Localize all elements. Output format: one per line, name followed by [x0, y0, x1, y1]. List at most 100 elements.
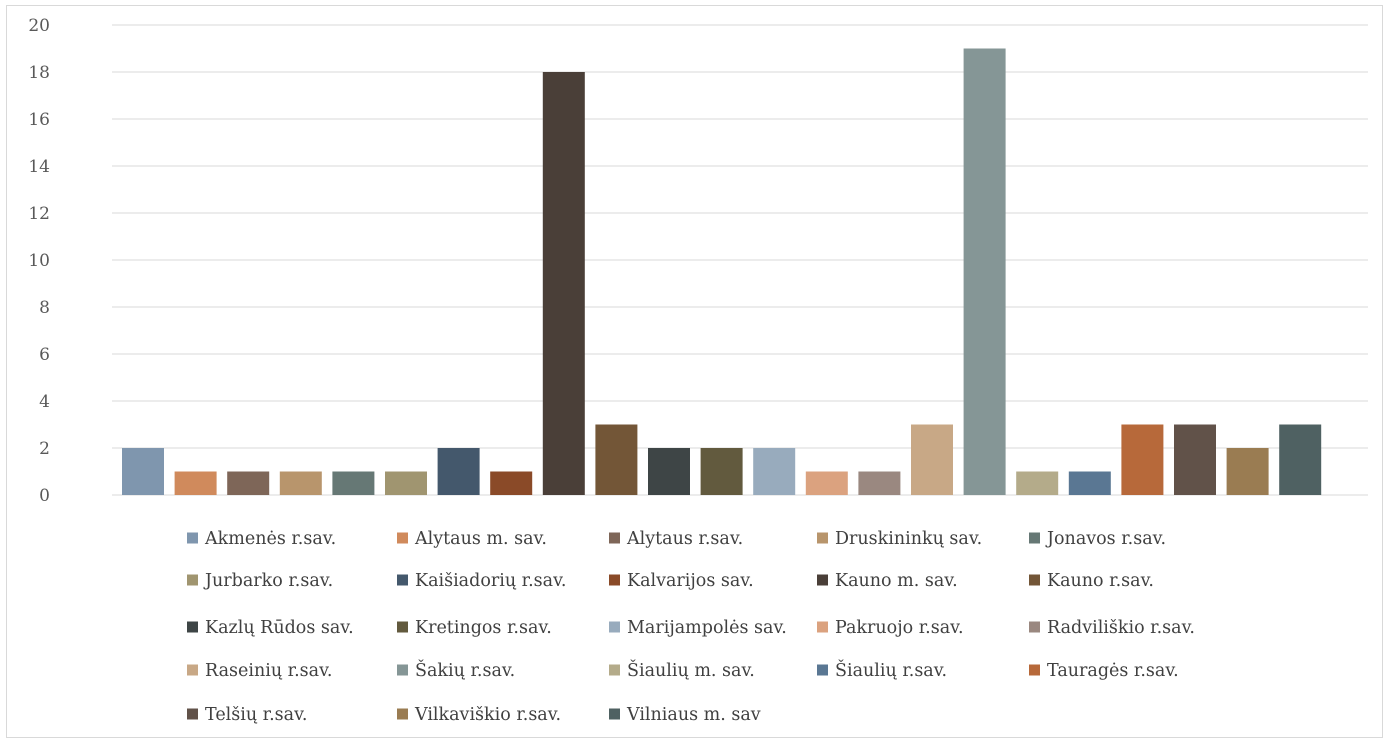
bar: [279, 471, 322, 495]
bar: [1068, 471, 1111, 495]
legend-item: Kretingos r.sav.: [397, 618, 552, 638]
bar: [227, 471, 270, 495]
legend-item: Kaišiadorių r.sav.: [397, 571, 566, 591]
legend-label: Šiaulių r.sav.: [835, 660, 947, 681]
legend-item: Alytaus r.sav.: [609, 529, 743, 549]
bar: [385, 471, 427, 495]
legend-item: Akmenės r.sav.: [187, 529, 336, 549]
legend-label: Šiaulių m. sav.: [627, 660, 755, 681]
chart-frame: [6, 5, 1383, 738]
legend-label: Telšių r.sav.: [205, 705, 307, 725]
legend-swatch: [609, 664, 620, 676]
legend-label: Akmenės r.sav.: [204, 529, 336, 549]
y-tick-label: 4: [39, 392, 50, 412]
legend-item: Šiaulių m. sav.: [609, 660, 755, 681]
legend-item: Jurbarko r.sav.: [187, 571, 333, 591]
legend-item: Telšių r.sav.: [187, 705, 307, 725]
legend-label: Vilniaus m. sav: [626, 705, 761, 725]
legend-swatch: [817, 621, 828, 633]
legend-swatch: [817, 574, 828, 586]
legend-label: Pakruojo r.sav.: [835, 618, 964, 638]
legend-swatch: [397, 532, 408, 544]
legend-swatch: [609, 574, 620, 586]
legend-label: Kretingos r.sav.: [415, 618, 552, 638]
bar: [648, 448, 690, 495]
y-tick-label: 2: [39, 439, 50, 459]
y-tick-label: 16: [28, 110, 50, 130]
legend-label: Kauno r.sav.: [1047, 571, 1154, 591]
legend-swatch: [187, 664, 198, 676]
legend-swatch: [187, 532, 198, 544]
legend-swatch: [1029, 532, 1040, 544]
y-axis: 0 2 4 6 8 10 12 14 16 18 20: [28, 16, 50, 506]
bar: [805, 471, 848, 495]
bar: [174, 471, 217, 495]
legend-label: Kaišiadorių r.sav.: [415, 571, 566, 591]
bar: [911, 424, 953, 495]
bar: [1016, 471, 1059, 495]
legend-item: Kalvarijos sav.: [609, 571, 754, 591]
y-tick-label: 8: [39, 298, 50, 318]
legend-swatch: [609, 708, 620, 720]
legend-swatch: [609, 532, 620, 544]
bar: [542, 72, 585, 495]
legend-label: Alytaus r.sav.: [626, 529, 743, 549]
y-tick-label: 6: [39, 345, 50, 365]
legend-item: Šiaulių r.sav.: [817, 660, 947, 681]
legend-item: Pakruojo r.sav.: [817, 618, 964, 638]
legend-swatch: [1029, 574, 1040, 586]
legend-label: Raseinių r.sav.: [205, 661, 332, 681]
legend-item: Kauno m. sav.: [817, 571, 958, 591]
legend-swatch: [1029, 664, 1040, 676]
y-tick-label: 18: [28, 63, 50, 83]
bar: [437, 448, 480, 495]
bar: [332, 471, 375, 495]
bar: [1121, 424, 1164, 495]
legend-item: Kauno r.sav.: [1029, 571, 1154, 591]
legend-item: Radviliškio r.sav.: [1029, 618, 1195, 638]
legend-swatch: [187, 621, 198, 633]
bar: [122, 448, 164, 495]
bar: [1279, 424, 1322, 495]
legend-label: Kauno m. sav.: [835, 571, 958, 591]
legend-swatch: [397, 708, 408, 720]
legend-swatch: [397, 664, 408, 676]
legend-label: Šakių r.sav.: [415, 660, 515, 681]
legend: Akmenės r.sav. Alytaus m. sav. Alytaus r.s…: [187, 529, 1195, 725]
legend-label: Vilkaviškio r.sav.: [414, 705, 561, 725]
bar: [1174, 424, 1216, 495]
bar: [700, 448, 743, 495]
bar: [963, 48, 1006, 495]
legend-item: Jonavos r.sav.: [1029, 529, 1166, 549]
legend-swatch: [187, 708, 198, 720]
legend-item: Vilkaviškio r.sav.: [397, 705, 561, 725]
y-tick-label: 20: [28, 16, 50, 36]
legend-label: Kazlų Rūdos sav.: [205, 618, 354, 638]
bar: [858, 471, 901, 495]
legend-swatch: [609, 621, 620, 633]
legend-item: Vilniaus m. sav: [609, 705, 761, 725]
legend-item: Alytaus m. sav.: [397, 529, 547, 549]
legend-label: Alytaus m. sav.: [414, 529, 547, 549]
legend-label: Druskininkų sav.: [835, 529, 982, 549]
legend-item: Marijampolės sav.: [609, 618, 787, 638]
bar: [490, 471, 533, 495]
legend-swatch: [397, 621, 408, 633]
legend-swatch: [817, 664, 828, 676]
legend-label: Jurbarko r.sav.: [203, 571, 333, 591]
y-tick-label: 0: [39, 486, 50, 506]
legend-item: Raseinių r.sav.: [187, 661, 332, 681]
bar: [753, 448, 796, 495]
bar: [1226, 448, 1269, 495]
legend-item: Kazlų Rūdos sav.: [187, 618, 354, 638]
bars: [122, 48, 1322, 495]
legend-label: Marijampolės sav.: [627, 618, 787, 638]
legend-label: Kalvarijos sav.: [627, 571, 754, 591]
legend-label: Jonavos r.sav.: [1045, 529, 1166, 549]
y-tick-label: 14: [28, 157, 50, 177]
legend-swatch: [187, 574, 198, 586]
legend-item: Druskininkų sav.: [817, 529, 982, 549]
y-tick-label: 12: [28, 204, 50, 224]
legend-item: Šakių r.sav.: [397, 660, 515, 681]
